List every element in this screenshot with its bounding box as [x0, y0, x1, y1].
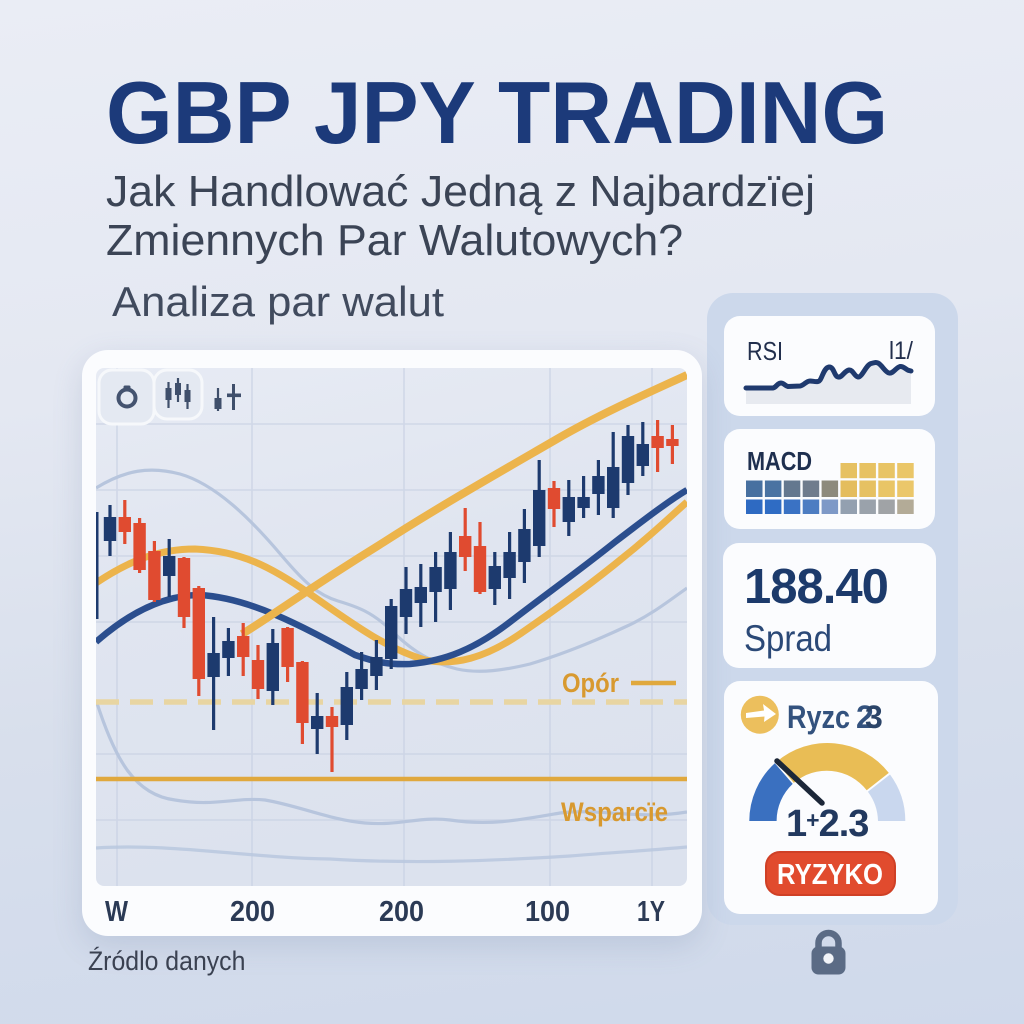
svg-text:Opór: Opór — [562, 668, 619, 698]
svg-text:188.40: 188.40 — [744, 560, 888, 614]
svg-text:200: 200 — [379, 896, 424, 928]
svg-text:100: 100 — [525, 896, 570, 928]
svg-text:Ryzc: Ryzc — [787, 699, 850, 735]
svg-text:2: 2 — [856, 699, 874, 735]
svg-text:W: W — [105, 896, 129, 928]
svg-text:Wsparcïe: Wsparcïe — [561, 797, 668, 827]
svg-text:1Y: 1Y — [637, 896, 665, 928]
svg-text:3: 3 — [865, 699, 883, 735]
svg-text:RYZYKO: RYZYKO — [777, 859, 883, 891]
svg-text:1+2.3: 1+2.3 — [786, 803, 868, 845]
svg-text:MACD: MACD — [747, 446, 812, 476]
svg-text:l1/: l1/ — [889, 337, 913, 365]
svg-text:Sprad: Sprad — [744, 618, 832, 659]
svg-text:RSI: RSI — [747, 336, 783, 366]
svg-text:200: 200 — [230, 896, 275, 928]
